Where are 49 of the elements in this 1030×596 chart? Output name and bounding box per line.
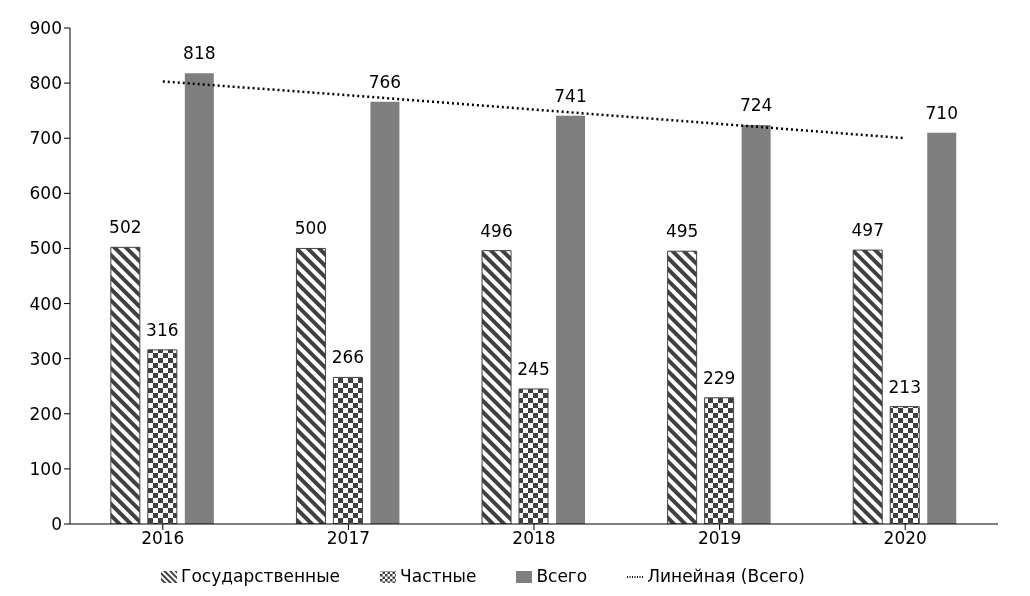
y-tick-label: 900 <box>29 18 62 39</box>
bar <box>927 132 957 524</box>
bar <box>704 397 735 524</box>
x-tick-label: 2020 <box>883 528 927 549</box>
data-label: 316 <box>146 319 179 340</box>
y-tick-label: 800 <box>29 73 62 94</box>
data-label: 818 <box>183 43 216 64</box>
y-tick-label: 700 <box>29 128 62 149</box>
y-tick-label: 300 <box>29 348 62 369</box>
data-label: 495 <box>665 221 699 242</box>
legend-label: Линейная (Всего) <box>647 566 805 586</box>
data-label: 497 <box>851 220 884 241</box>
y-tick-label: 600 <box>29 183 62 204</box>
data-label: 229 <box>702 367 736 388</box>
y-tick-label: 200 <box>29 403 62 424</box>
data-label: 766 <box>368 71 402 92</box>
bar <box>110 246 141 524</box>
legend-label: Всего <box>536 566 588 586</box>
legend-label: Частные <box>400 566 477 586</box>
bar <box>667 250 698 524</box>
bar <box>481 250 512 524</box>
bar <box>556 115 586 524</box>
y-tick-label: 400 <box>29 293 62 314</box>
bar <box>518 388 549 524</box>
bar <box>147 349 178 524</box>
data-label: 741 <box>554 85 587 106</box>
data-label: 496 <box>480 220 513 241</box>
bar <box>332 376 363 524</box>
bar <box>852 249 883 524</box>
data-label: 266 <box>331 347 365 368</box>
x-tick-label: 2016 <box>141 528 185 549</box>
data-label: 710 <box>925 102 958 123</box>
y-tick-label: 500 <box>29 238 62 259</box>
data-label: 500 <box>294 218 328 239</box>
bar <box>889 406 920 524</box>
x-tick-label: 2018 <box>512 528 556 549</box>
data-label: 502 <box>109 217 142 238</box>
data-label: 213 <box>888 376 921 397</box>
y-tick-label: 0 <box>51 514 62 535</box>
x-tick-label: 2019 <box>697 528 742 549</box>
bar <box>741 125 771 524</box>
y-tick-label: 100 <box>29 458 62 479</box>
data-label: 724 <box>739 95 773 115</box>
legend-label: Государственные <box>181 566 341 586</box>
data-label: 245 <box>517 358 550 379</box>
bar <box>295 247 326 524</box>
bar <box>184 73 214 524</box>
x-tick-label: 2017 <box>326 528 371 549</box>
bar <box>370 101 400 524</box>
